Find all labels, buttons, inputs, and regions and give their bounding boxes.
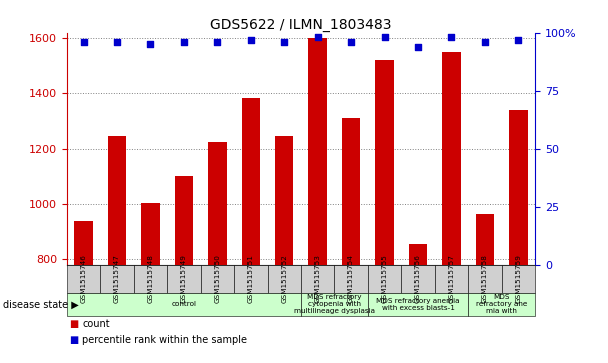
Text: GSM1515758: GSM1515758 (482, 254, 488, 303)
Point (513, 37, 523, 42)
Point (279, 39, 289, 45)
Point (379, 34, 389, 40)
Bar (141, 203, 160, 265)
Text: GSM1515756: GSM1515756 (415, 254, 421, 303)
Title: GDS5622 / ILMN_1803483: GDS5622 / ILMN_1803483 (210, 18, 392, 32)
Point (212, 39, 222, 45)
Bar (308, 38, 327, 265)
Point (145, 41, 155, 47)
Text: MDS refractory
cytopenia with
multilineage dysplasia: MDS refractory cytopenia with multilinea… (294, 294, 375, 314)
Bar (342, 118, 361, 265)
Text: count: count (82, 319, 109, 329)
Text: ■: ■ (69, 335, 78, 345)
Text: GSM1515753: GSM1515753 (315, 254, 320, 303)
Text: MDS
refractory ane
mia with: MDS refractory ane mia with (476, 294, 527, 314)
Bar (108, 136, 126, 265)
Bar (409, 244, 427, 265)
Point (112, 39, 122, 45)
Bar (74, 221, 93, 265)
Text: GSM1515754: GSM1515754 (348, 254, 354, 303)
Point (246, 37, 255, 42)
Bar (208, 142, 227, 265)
Point (78, 39, 89, 45)
Point (413, 44, 423, 49)
Text: percentile rank within the sample: percentile rank within the sample (82, 335, 247, 345)
Bar (275, 135, 294, 265)
Text: GSM1515751: GSM1515751 (248, 254, 254, 303)
Point (313, 34, 322, 40)
Bar (475, 214, 494, 265)
Bar (442, 52, 461, 265)
Text: ■: ■ (69, 319, 78, 329)
Text: GSM1515747: GSM1515747 (114, 254, 120, 303)
Text: GSM1515750: GSM1515750 (215, 254, 220, 303)
Bar (509, 110, 528, 265)
Text: GSM1515746: GSM1515746 (81, 254, 86, 303)
Bar (241, 98, 260, 265)
Text: GSM1515755: GSM1515755 (382, 254, 387, 303)
Point (347, 39, 356, 45)
Text: MDS refractory anemia
with excess blasts-1: MDS refractory anemia with excess blasts… (376, 298, 460, 311)
Text: control: control (171, 302, 196, 307)
Text: GSM1515749: GSM1515749 (181, 254, 187, 303)
Text: disease state ▶: disease state ▶ (3, 299, 79, 310)
Text: GSM1515752: GSM1515752 (282, 254, 287, 303)
Text: GSM1515748: GSM1515748 (148, 254, 153, 303)
Point (179, 39, 188, 45)
Text: GSM1515757: GSM1515757 (449, 254, 454, 303)
Text: GSM1515759: GSM1515759 (516, 254, 521, 303)
Point (480, 39, 490, 45)
Bar (375, 60, 394, 265)
Point (446, 34, 456, 40)
Bar (174, 176, 193, 265)
